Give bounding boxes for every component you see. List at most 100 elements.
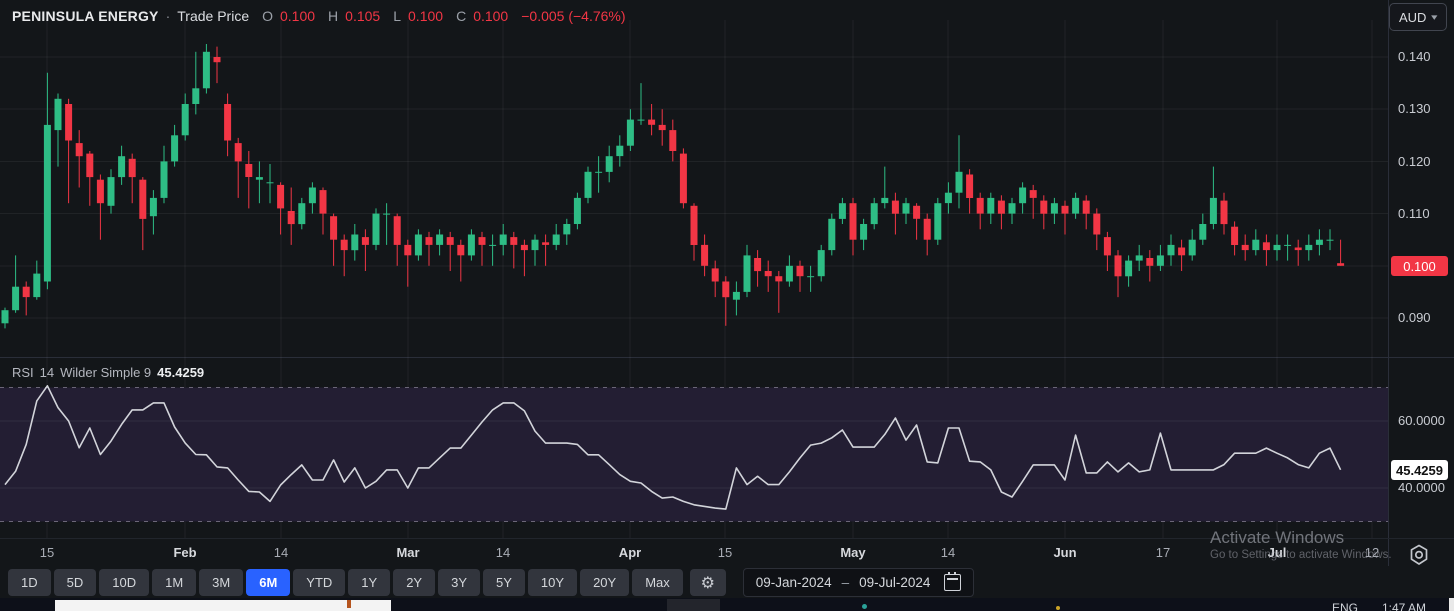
candle-body xyxy=(1231,226,1239,245)
taskbar-language[interactable]: ENG xyxy=(1332,601,1359,611)
candle-body xyxy=(1315,239,1323,245)
candle-body xyxy=(573,197,581,224)
candle-body xyxy=(849,203,857,240)
range-button-max[interactable]: Max xyxy=(632,569,683,596)
candle-body xyxy=(139,179,147,219)
taskbar-clock[interactable]: 1:47 AM xyxy=(1382,601,1427,611)
time-axis-label: 14 xyxy=(495,545,511,560)
candle-body xyxy=(298,203,306,225)
candle-body xyxy=(563,224,571,235)
range-button-1y[interactable]: 1Y xyxy=(348,569,391,596)
candle-body xyxy=(1125,260,1133,277)
range-button-ytd[interactable]: YTD xyxy=(293,569,346,596)
chart-settings-button[interactable]: ⚙ xyxy=(689,569,726,596)
candle-body xyxy=(1241,244,1249,251)
time-axis-label: Mar xyxy=(396,545,420,560)
candle-body xyxy=(1188,239,1196,256)
candle-body xyxy=(1220,200,1228,225)
candle-body xyxy=(860,224,868,240)
currency-selector[interactable]: AUD ▾ xyxy=(1389,3,1447,31)
low-value: 0.100 xyxy=(408,8,444,24)
candle-body xyxy=(1252,239,1260,251)
taskbar-sliver[interactable]: ENG 1:47 AM xyxy=(0,598,1454,611)
candle-body xyxy=(255,177,263,180)
range-button-1m[interactable]: 1M xyxy=(152,569,197,596)
price-chart[interactable] xyxy=(0,0,1388,540)
candle-body xyxy=(520,244,528,251)
candle-body xyxy=(1061,205,1069,214)
pane-separator[interactable] xyxy=(0,357,1454,358)
time-axis-label: Jun xyxy=(1053,545,1077,560)
date-to: 09-Jul-2024 xyxy=(859,575,931,590)
candle-body xyxy=(436,234,444,245)
symbol-name: PENINSULA ENERGY xyxy=(12,8,159,24)
taskbar-app-button[interactable] xyxy=(667,599,720,611)
candle-body xyxy=(414,234,422,256)
price-axis-label: 0.120 xyxy=(1398,154,1431,169)
candle-body xyxy=(1209,197,1217,224)
candle-body xyxy=(1135,255,1143,261)
range-button-10d[interactable]: 10D xyxy=(99,569,150,596)
candle-body xyxy=(976,197,984,214)
rsi-title: RSI xyxy=(12,365,34,380)
candle-body xyxy=(913,205,921,219)
taskbar-icon-dot2 xyxy=(1056,606,1060,610)
candle-body xyxy=(22,286,30,298)
taskbar-window-preview[interactable] xyxy=(55,600,391,611)
candle-body xyxy=(1050,203,1058,214)
candle-body xyxy=(828,218,836,251)
series-type: Trade Price xyxy=(177,8,250,24)
candle-body xyxy=(531,239,539,251)
range-button-5y[interactable]: 5Y xyxy=(483,569,525,596)
range-button-2y[interactable]: 2Y xyxy=(393,569,436,596)
time-axis-label: 15 xyxy=(39,545,55,560)
candle-body xyxy=(192,88,200,104)
candle-body xyxy=(43,124,51,282)
candle-body xyxy=(1326,239,1334,241)
rsi-length: 14 xyxy=(39,365,55,380)
candle-body xyxy=(213,57,221,63)
candle-body xyxy=(1294,247,1302,251)
range-button-20y[interactable]: 20Y xyxy=(580,569,630,596)
open-label: O xyxy=(262,8,273,24)
candle-body xyxy=(1199,224,1207,240)
range-button-1d[interactable]: 1D xyxy=(8,569,51,596)
candle-body xyxy=(308,187,316,204)
candle-body xyxy=(764,271,772,277)
date-range-picker[interactable]: 09-Jan-2024 – 09-Jul-2024 xyxy=(742,568,975,597)
time-axis-separator xyxy=(0,538,1454,539)
candle-body xyxy=(330,216,338,240)
candle-body xyxy=(118,156,126,178)
candle-body xyxy=(785,265,793,282)
date-range-dash: – xyxy=(841,575,850,590)
candle-body xyxy=(340,239,348,251)
candle-body xyxy=(86,153,94,178)
candle-body xyxy=(171,135,179,162)
range-button-3y[interactable]: 3Y xyxy=(438,569,481,596)
taskbar-show-desktop[interactable] xyxy=(1449,598,1454,611)
candle-body xyxy=(817,250,825,277)
candle-body xyxy=(966,174,974,198)
candle-body xyxy=(478,237,486,245)
candle-body xyxy=(1156,255,1164,266)
rsi-legend[interactable]: RSI 14 Wilder Simple 9 45.4259 xyxy=(12,365,204,380)
candle-body xyxy=(775,276,783,282)
candle-body xyxy=(277,184,285,209)
range-button-6m[interactable]: 6M xyxy=(246,569,291,596)
high-value: 0.105 xyxy=(345,8,381,24)
calendar-icon xyxy=(944,572,962,591)
range-button-3m[interactable]: 3M xyxy=(199,569,244,596)
candle-body xyxy=(372,213,380,245)
candle-body xyxy=(955,171,963,193)
candle-body xyxy=(287,211,295,225)
range-button-5d[interactable]: 5D xyxy=(53,569,97,596)
candle-body xyxy=(1337,263,1345,266)
candle-body xyxy=(383,213,391,215)
last-price-badge: 0.100 xyxy=(1391,256,1448,276)
range-button-10y[interactable]: 10Y xyxy=(527,569,578,596)
candle-body xyxy=(754,258,762,272)
candle-body xyxy=(319,190,327,214)
candle-body xyxy=(1178,247,1186,256)
chart-properties-button[interactable] xyxy=(1405,541,1433,569)
